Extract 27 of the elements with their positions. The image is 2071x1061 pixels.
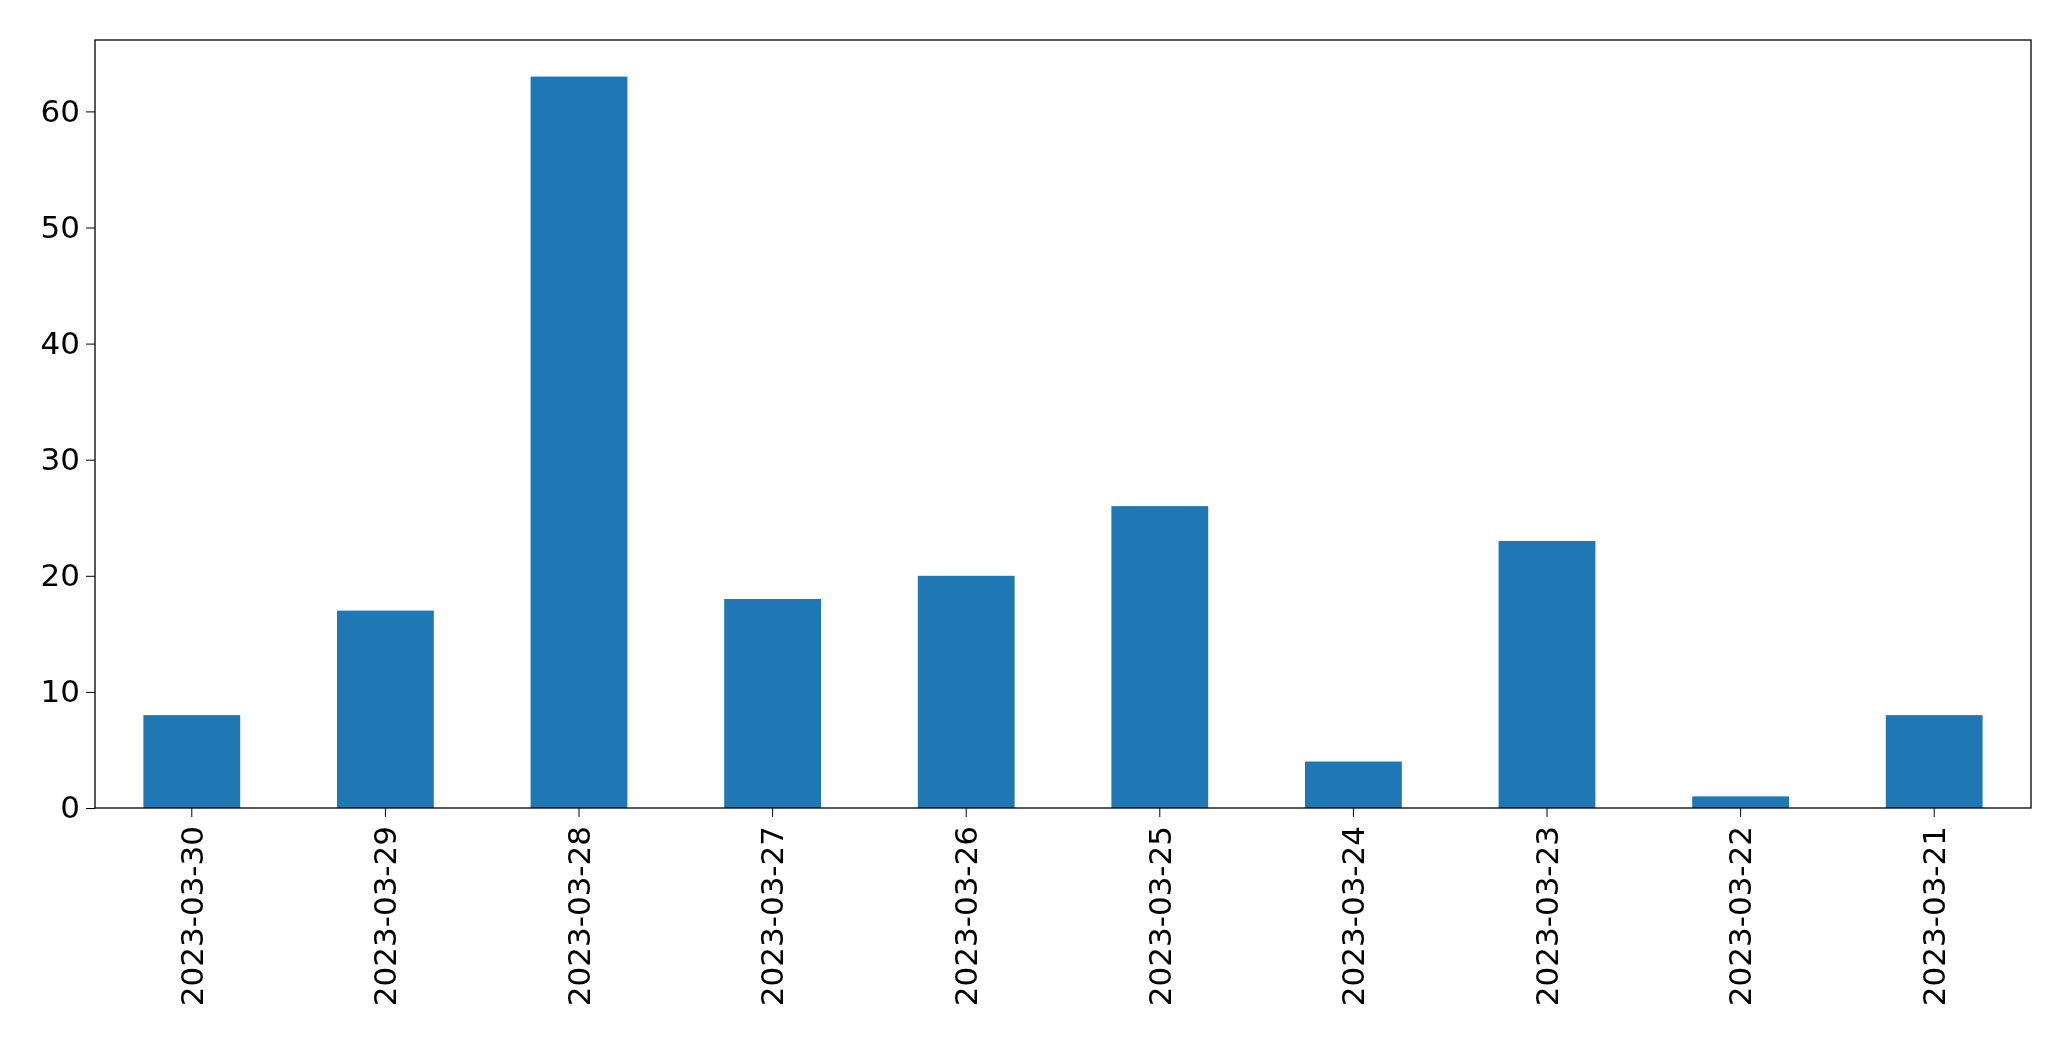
- bar: [1111, 506, 1209, 808]
- y-tick-label: 30: [40, 441, 80, 478]
- x-tick-label: 2023-03-24: [1335, 826, 1372, 1007]
- y-tick-label: 0: [60, 789, 80, 826]
- bar: [337, 610, 434, 808]
- x-tick-label: 2023-03-28: [560, 826, 597, 1007]
- y-tick-label: 40: [40, 325, 80, 362]
- bar: [917, 575, 1015, 808]
- y-tick-label: 10: [40, 673, 80, 710]
- bar: [530, 76, 628, 808]
- bar: [1498, 540, 1596, 808]
- x-tick-label: 2023-03-29: [367, 826, 404, 1007]
- x-tick-label: 2023-03-27: [754, 826, 791, 1007]
- x-tick-label: 2023-03-23: [1528, 826, 1565, 1007]
- y-tick-label: 60: [40, 92, 80, 129]
- bar: [143, 715, 241, 808]
- bar: [1692, 796, 1789, 808]
- x-tick-label: 2023-03-25: [1141, 826, 1178, 1007]
- x-tick-label: 2023-03-30: [173, 826, 210, 1007]
- x-tick-label: 2023-03-22: [1722, 826, 1759, 1007]
- bar: [1885, 715, 1983, 808]
- x-tick-label: 2023-03-21: [1916, 826, 1953, 1007]
- y-tick-label: 20: [40, 557, 80, 594]
- bar: [724, 599, 821, 808]
- y-tick-label: 50: [40, 208, 80, 245]
- x-tick-label: 2023-03-26: [948, 826, 985, 1007]
- bar: [1305, 761, 1402, 808]
